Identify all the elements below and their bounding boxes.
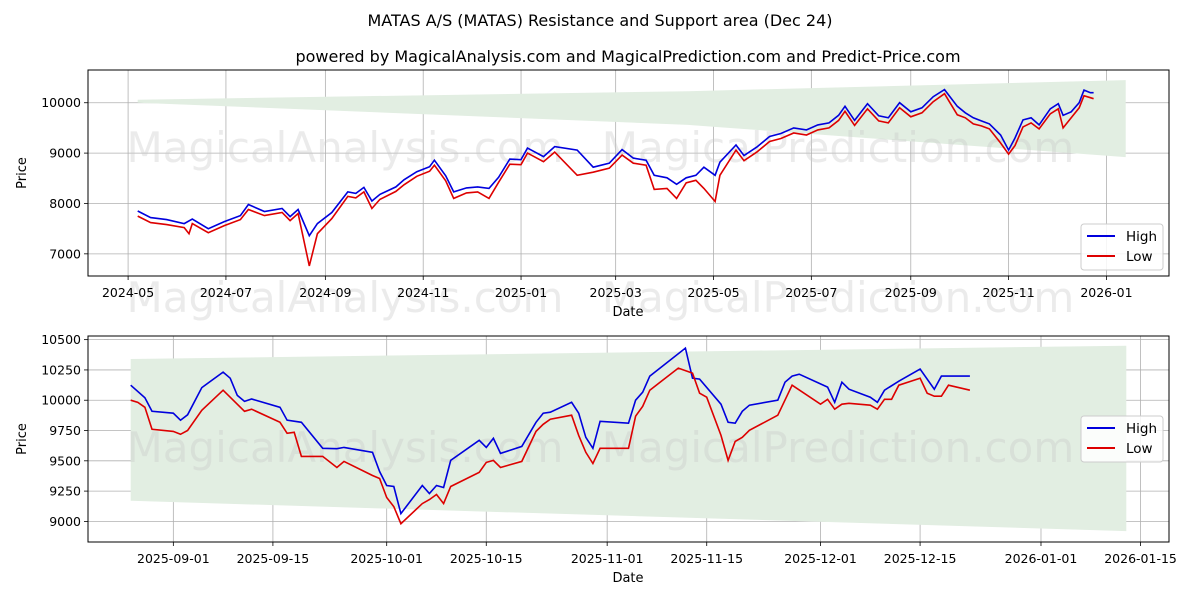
- x-tick-label: 2025-03: [590, 285, 642, 300]
- x-tick-label: 2026-01-01: [1005, 551, 1078, 566]
- legend: High Low: [1080, 223, 1164, 271]
- x-tick-label: 2026-01-15: [1104, 551, 1177, 566]
- watermark-text: MagicalAnalysis.com: [127, 123, 564, 172]
- x-axis-label: Date: [612, 571, 643, 586]
- x-tick-label: 2025-09-01: [137, 551, 210, 566]
- axis-ticks: 2024-05 2024-07 2024-09 2024-11 2025-01 2025-…: [41, 95, 1132, 300]
- recent-zoom-chart: MagicalAnalysis.com MagicalPrediction.co…: [15, 332, 1177, 586]
- legend-high-label: High: [1126, 421, 1157, 437]
- watermark-text: MagicalAnalysis.com: [127, 273, 564, 322]
- x-tick-label: 2025-11-01: [571, 551, 644, 566]
- x-tick-label: 2025-12-15: [884, 551, 957, 566]
- low-price-line: [130, 367, 971, 526]
- y-axis-label: Price: [15, 157, 30, 189]
- chart-title: MATAS A/S (MATAS) Resistance and Support…: [368, 11, 833, 30]
- low-price-line: [137, 92, 1094, 267]
- watermark-text: MagicalPrediction.com: [602, 273, 1075, 322]
- x-tick-label: 2025-07: [785, 285, 837, 300]
- y-tick-label: 9000: [49, 514, 81, 529]
- legend-low-label: Low: [1126, 441, 1153, 457]
- y-tick-label: 10500: [41, 332, 81, 347]
- high-price-line: [137, 88, 1094, 238]
- x-tick-label: 2024-11: [397, 285, 449, 300]
- watermark-text: MagicalPrediction.com: [602, 123, 1075, 172]
- y-tick-label: 8000: [49, 196, 81, 211]
- x-tick-label: 2025-11-15: [670, 551, 743, 566]
- chart-subtitle: powered by MagicalAnalysis.com and Magic…: [295, 47, 960, 66]
- x-tick-label: 2024-07: [200, 285, 252, 300]
- y-tick-label: 10000: [41, 95, 81, 110]
- high-price-line: [130, 346, 970, 516]
- x-tick-label: 2024-09: [299, 285, 351, 300]
- x-tick-label: 2025-09-15: [237, 551, 310, 566]
- x-tick-label: 2025-09: [885, 285, 937, 300]
- legend-low-label: Low: [1126, 249, 1153, 265]
- x-tick-label: 2025-11: [982, 285, 1034, 300]
- full-history-chart: MagicalAnalysis.com MagicalPrediction.co…: [15, 69, 1170, 322]
- x-tick-label: 2025-10-01: [350, 551, 423, 566]
- y-tick-label: 7000: [49, 246, 81, 261]
- resistance-support-band: [137, 80, 1126, 158]
- axes-frame: [87, 335, 1170, 543]
- x-tick-label: 2026-01: [1080, 285, 1132, 300]
- axes-frame: [87, 69, 1170, 277]
- watermark-text: MagicalPrediction.com: [602, 423, 1075, 472]
- y-tick-label: 10000: [41, 393, 81, 408]
- y-tick-label: 9250: [49, 484, 81, 499]
- x-tick-label: 2025-12-01: [784, 551, 857, 566]
- legend: High Low: [1080, 415, 1164, 463]
- x-tick-label: 2024-05: [102, 285, 154, 300]
- x-axis-label: Date: [612, 305, 643, 320]
- axis-ticks: 2025-09-01 2025-09-15 2025-10-01 2025-10-15…: [41, 332, 1177, 566]
- y-axis-label: Price: [15, 423, 30, 455]
- legend-high-label: High: [1126, 229, 1157, 245]
- x-tick-label: 2025-10-15: [450, 551, 523, 566]
- x-tick-label: 2025-01: [495, 285, 547, 300]
- y-tick-label: 9750: [49, 423, 81, 438]
- x-tick-label: 2025-05: [687, 285, 739, 300]
- y-tick-label: 10250: [41, 362, 81, 377]
- y-tick-label: 9500: [49, 453, 81, 468]
- y-tick-label: 9000: [49, 146, 81, 161]
- resistance-support-band: [130, 345, 1127, 532]
